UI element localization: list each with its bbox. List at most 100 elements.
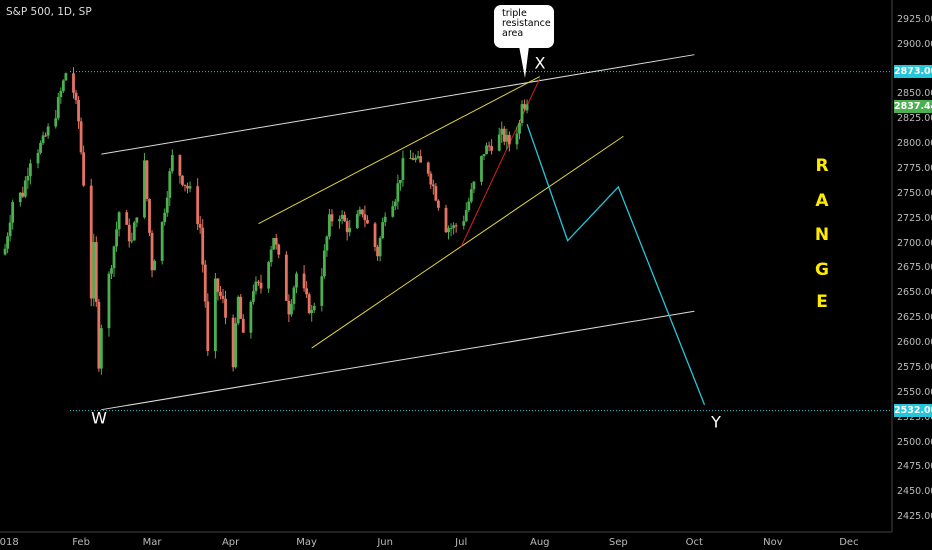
trend-line	[311, 135, 624, 349]
candle-body	[257, 281, 260, 283]
candle-body	[269, 249, 273, 263]
candle-body	[127, 224, 131, 242]
x-tick-label: May	[296, 537, 317, 548]
candle-body	[46, 126, 50, 136]
candle-body	[203, 264, 207, 302]
candle-body	[236, 296, 240, 324]
candle-body	[259, 282, 263, 289]
candle-body	[277, 244, 281, 255]
candle-body	[97, 301, 101, 369]
candle-body	[213, 278, 217, 351]
candles	[3, 67, 529, 375]
candle-body	[21, 192, 25, 197]
trend-lines	[101, 54, 695, 411]
candle-body	[305, 288, 309, 295]
x-tick-label: Nov	[763, 537, 783, 548]
candle-body	[378, 238, 382, 257]
candle-body	[219, 291, 222, 296]
x-tick-label: Oct	[685, 537, 703, 548]
trend-line	[258, 76, 540, 225]
candle-body	[206, 301, 210, 351]
candle-body	[462, 221, 466, 226]
projection-line	[526, 124, 706, 405]
candle-body	[201, 227, 205, 265]
x-tick-label: Mar	[142, 537, 162, 548]
y-tick-label: 2625.00	[897, 312, 932, 324]
candle-body	[355, 214, 359, 229]
candle-body	[239, 296, 243, 319]
y-tick-label: 2675.00	[897, 262, 932, 274]
candle-body	[252, 291, 255, 302]
candle-body	[523, 104, 526, 109]
x-tick-label: Apr	[221, 537, 240, 548]
candle-body	[249, 301, 253, 333]
callout-bubble: triple resistance area	[494, 5, 554, 48]
candle-body	[39, 142, 42, 153]
candle-body	[274, 238, 278, 245]
y-tick-label: 2725.00	[897, 212, 932, 224]
y-tick-label: 2650.00	[897, 287, 932, 299]
candle-body	[92, 242, 96, 299]
candle-body	[3, 248, 7, 255]
x-tick-label: Jun	[377, 537, 393, 548]
callout-pointer	[519, 46, 529, 78]
candle-body	[61, 80, 65, 92]
y-tick-label: 2525.00	[897, 411, 932, 423]
candle-body	[145, 160, 149, 199]
candle-body	[77, 100, 80, 122]
candle-body	[343, 214, 347, 222]
y-tick-label: 2575.00	[897, 361, 932, 373]
candle-body	[518, 123, 521, 134]
candle-body	[500, 128, 504, 135]
candle-body	[125, 212, 129, 225]
candle-body	[11, 202, 15, 223]
candle-body	[363, 214, 367, 221]
x-tick-label: Dec	[839, 537, 859, 548]
candle-body	[396, 183, 400, 202]
candle-body	[310, 310, 314, 314]
candle-body	[23, 180, 27, 197]
candle-body	[482, 154, 486, 157]
candle-body	[411, 158, 415, 160]
candle-body	[115, 229, 118, 247]
candle-body	[216, 278, 220, 292]
candle-body	[196, 186, 200, 225]
y-tick-label: 2800.00	[897, 138, 932, 150]
candle-body	[340, 214, 344, 220]
candle-body	[107, 273, 111, 329]
y-tick-label: 2825.00	[897, 113, 932, 125]
candle-body	[59, 91, 63, 98]
candle-body	[284, 254, 288, 301]
candle-body	[449, 227, 453, 229]
candle-body	[469, 189, 473, 202]
candle-body	[338, 219, 341, 222]
horizontal-levels	[70, 71, 892, 412]
candle-body	[320, 276, 324, 306]
range-letter-r: R	[815, 156, 829, 176]
candle-body	[6, 236, 10, 249]
candle-body	[434, 186, 438, 201]
candle-body	[366, 220, 369, 224]
x-tick-label: Aug	[529, 537, 550, 548]
range-letter-e: E	[816, 292, 828, 312]
candle-body	[419, 156, 423, 163]
candle-body	[467, 201, 471, 211]
candle-body	[426, 162, 430, 174]
callout-line-2: resistance	[502, 18, 551, 29]
candle-body	[487, 145, 491, 147]
candle-body	[401, 158, 405, 180]
candle-body	[414, 157, 417, 160]
candle-body	[231, 317, 235, 368]
candle-body	[29, 163, 32, 176]
candle-body	[267, 262, 271, 289]
projection-path	[526, 124, 706, 405]
candle-body	[292, 287, 296, 304]
last-price-tag: 2837.44	[894, 99, 932, 113]
candle-body	[160, 222, 164, 261]
candle-body	[132, 222, 136, 241]
y-tick-label: 2475.00	[897, 461, 932, 473]
candle-body	[56, 97, 60, 119]
candle-body	[221, 295, 225, 299]
candle-body	[165, 197, 169, 213]
candle-body	[429, 173, 433, 185]
